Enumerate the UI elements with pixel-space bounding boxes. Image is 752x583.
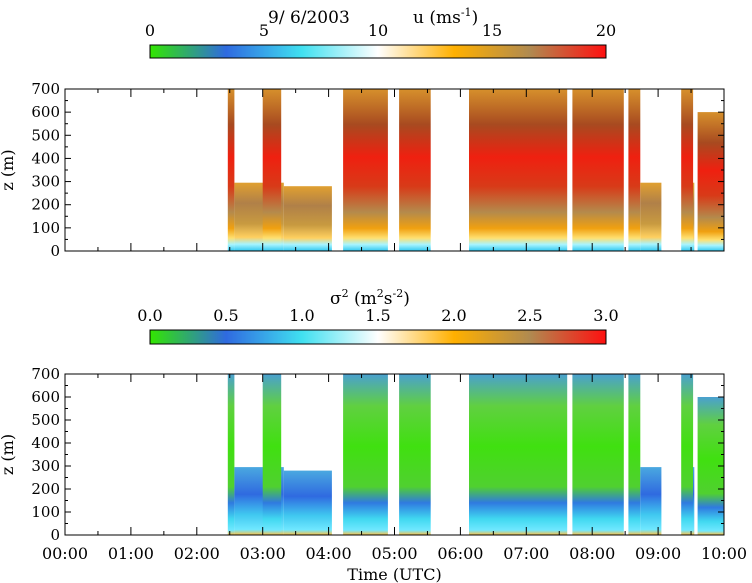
panel1-quantity: u (ms [413,8,461,28]
x-tick-label: 10:00 [701,544,747,563]
x-tick-label: 00:00 [42,544,88,563]
colorbar-tick-label: 2.5 [517,306,542,325]
data-segment [572,374,624,535]
x-tick-label: 06:00 [437,544,483,563]
colorbar-tick-label: 0.5 [213,306,238,325]
data-segment [469,374,568,535]
panel2-sup: 2 [342,287,349,300]
colorbar-tick-label: 5 [259,21,269,40]
date-label: 9/ 6/2003 [268,8,350,28]
x-tick-label: 03:00 [240,544,286,563]
y-tick-label: 300 [31,457,60,475]
colorbar-tick-label: 1.5 [365,306,390,325]
x-tick-label: 05:00 [371,544,417,563]
panel2-unit-open: (m [349,289,377,309]
y-tick-label: 300 [31,173,60,191]
plot-panel-1: 0 100 200 300 400 500 600 700 z (m) [0,80,725,260]
panel2-unit-mid: s [384,289,393,309]
data-segment [227,374,235,535]
data-segment [283,186,332,251]
data-segment [283,470,332,535]
y-tick-label: 500 [31,126,60,144]
data-segment [399,89,431,251]
y-tick-label: 700 [31,365,60,383]
data-segment [640,467,662,535]
colorbar-tick-label: 10 [368,21,388,40]
data-segment [640,182,662,251]
y-tick-label: 200 [31,196,60,214]
colorbar-2 [149,329,607,345]
y-tick-label: 200 [31,480,60,498]
plot-frame [64,373,725,536]
colorbar-tick-label: 3.0 [593,306,618,325]
y-axis-label: z (m) [0,149,17,190]
data-segment [681,374,694,535]
y-tick-label: 0 [50,526,60,544]
y-tick-label: 400 [31,149,60,167]
plot-panel-2: 0 100 200 300 400 500 600 700 z (m) 00:00 01:00 02:… [0,365,747,583]
panel1-unit-close: ) [472,8,479,28]
y-tick-label: 100 [31,219,60,237]
data-segment [343,374,388,535]
data-segment [262,374,282,535]
x-tick-label: 08:00 [569,544,615,563]
data-segment [693,467,695,535]
y-tick-label: 100 [31,503,60,521]
data-segment [227,89,235,251]
x-axis-label: Time (UTC) [347,565,441,583]
x-tick-label: 02:00 [174,544,220,563]
panel2-unit-sup2: -2 [393,287,404,300]
x-tick-label: 01:00 [108,544,154,563]
data-segment [469,89,568,251]
y-tick-label: 500 [31,411,60,429]
colorbar-tick-label: 0.0 [137,306,162,325]
data-segment [681,89,694,251]
x-tick-label: 07:00 [503,544,549,563]
panel2-unit-sup1: 2 [377,287,384,300]
colorbar-tick-label: 0 [145,21,155,40]
charts-layer: 051015200100200300400500600700z (m)0.00.… [0,21,747,583]
y-tick-label: 700 [31,80,60,98]
panel2-unit-close: ) [403,289,410,309]
data-segment [343,89,388,251]
colorbar-tick-label: 20 [596,21,616,40]
data-segment [399,374,431,535]
y-tick-label: 400 [31,434,60,452]
colorbar-1 [149,44,607,59]
y-tick-label: 0 [50,242,60,260]
colorbar-tick-label: 15 [482,21,502,40]
plot-frame [64,88,725,252]
x-tick-label: 04:00 [306,544,352,563]
panel1-unit-exp: -1 [461,6,472,19]
data-segment [262,89,282,251]
data-segment [628,89,641,251]
y-axis-label: z (m) [0,434,17,475]
panel2-quantity: σ [330,289,342,309]
x-tick-label: 09:00 [635,544,681,563]
panel2-colorbar-title: σ2 (m2s-2) [330,287,410,309]
panel1-colorbar-title: u (ms-1) [413,6,478,28]
data-segment [628,374,641,535]
colorbar-tick-label: 2.0 [441,306,466,325]
data-segment [693,182,695,251]
y-tick-label: 600 [31,103,60,121]
colorbar-tick-label: 1.0 [289,306,314,325]
data-segment [572,89,624,251]
y-tick-label: 600 [31,388,60,406]
